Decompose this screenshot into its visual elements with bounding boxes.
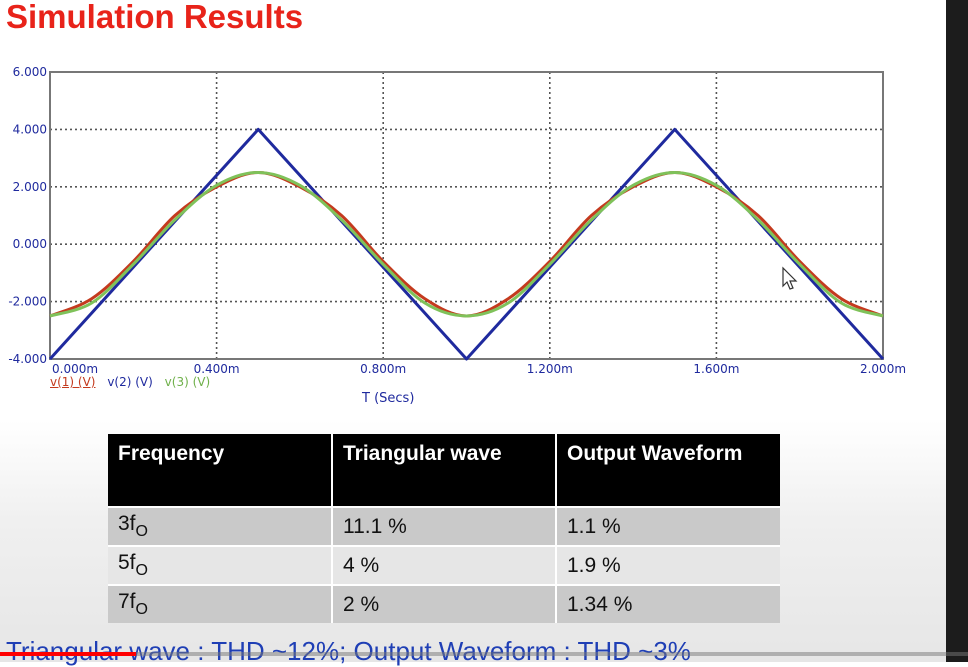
chart-grid xyxy=(50,72,883,359)
header-triangular-wave: Triangular wave xyxy=(332,434,557,507)
y-tick-label: 0.000 xyxy=(13,237,47,251)
slide-caption: Triangular wave : THD ~12%; Output Wavef… xyxy=(6,636,691,666)
y-tick-label: -2.000 xyxy=(8,295,47,309)
y-tick-labels: 6.000 4.000 2.000 0.000 -2.000 -4.000 xyxy=(8,65,47,366)
thd-comparison-table: Frequency Triangular wave Output Wavefor… xyxy=(108,434,780,623)
table-row: 5fO 4 % 1.9 % xyxy=(108,545,780,585)
cell-frequency: 5fO xyxy=(108,545,333,585)
chart-series xyxy=(48,127,885,361)
mouse-cursor-icon xyxy=(782,266,798,290)
x-tick-labels: 0.000m 0.400m 0.800m 1.200m 1.600m 2.000m xyxy=(52,362,906,375)
chart-legend: v(1) (V) v(2) (V) v(3) (V) xyxy=(50,375,218,389)
video-progress-bar[interactable] xyxy=(0,652,968,656)
header-output-waveform: Output Waveform xyxy=(556,434,780,507)
x-tick-label: 0.800m xyxy=(360,362,406,375)
legend-item-v2: v(2) (V) xyxy=(107,375,153,389)
window-edge xyxy=(946,0,968,662)
y-tick-label: -4.000 xyxy=(8,352,47,366)
x-tick-label: 1.200m xyxy=(527,362,573,375)
header-frequency: Frequency xyxy=(108,434,333,507)
x-tick-label: 0.000m xyxy=(52,362,98,375)
cell-frequency: 3fO xyxy=(108,506,333,546)
x-tick-label: 0.400m xyxy=(194,362,240,375)
x-axis-label: T (Secs) xyxy=(362,391,415,406)
cell-frequency: 7fO xyxy=(108,584,333,623)
cell-triangular: 4 % xyxy=(332,545,557,585)
y-tick-label: 2.000 xyxy=(13,180,47,194)
cell-triangular: 2 % xyxy=(332,584,557,623)
table-row: 7fO 2 % 1.34 % xyxy=(108,584,780,623)
y-tick-label: 6.000 xyxy=(13,65,47,79)
table-header-row: Frequency Triangular wave Output Wavefor… xyxy=(108,434,780,507)
legend-item-v1: v(1) (V) xyxy=(50,375,96,389)
cell-output: 1.34 % xyxy=(556,584,780,623)
x-tick-label: 2.000m xyxy=(860,362,906,375)
video-progress-played xyxy=(0,652,136,656)
cell-output: 1.9 % xyxy=(556,545,780,585)
slide-title: Simulation Results xyxy=(6,0,304,35)
series-line-v3 xyxy=(49,170,884,318)
y-tick-label: 4.000 xyxy=(13,122,47,136)
legend-item-v3: v(3) (V) xyxy=(164,375,211,389)
x-tick-label: 1.600m xyxy=(693,362,739,375)
table-row: 3fO 11.1 % 1.1 % xyxy=(108,506,780,546)
cell-output: 1.1 % xyxy=(556,506,780,546)
cell-triangular: 11.1 % xyxy=(332,506,557,546)
